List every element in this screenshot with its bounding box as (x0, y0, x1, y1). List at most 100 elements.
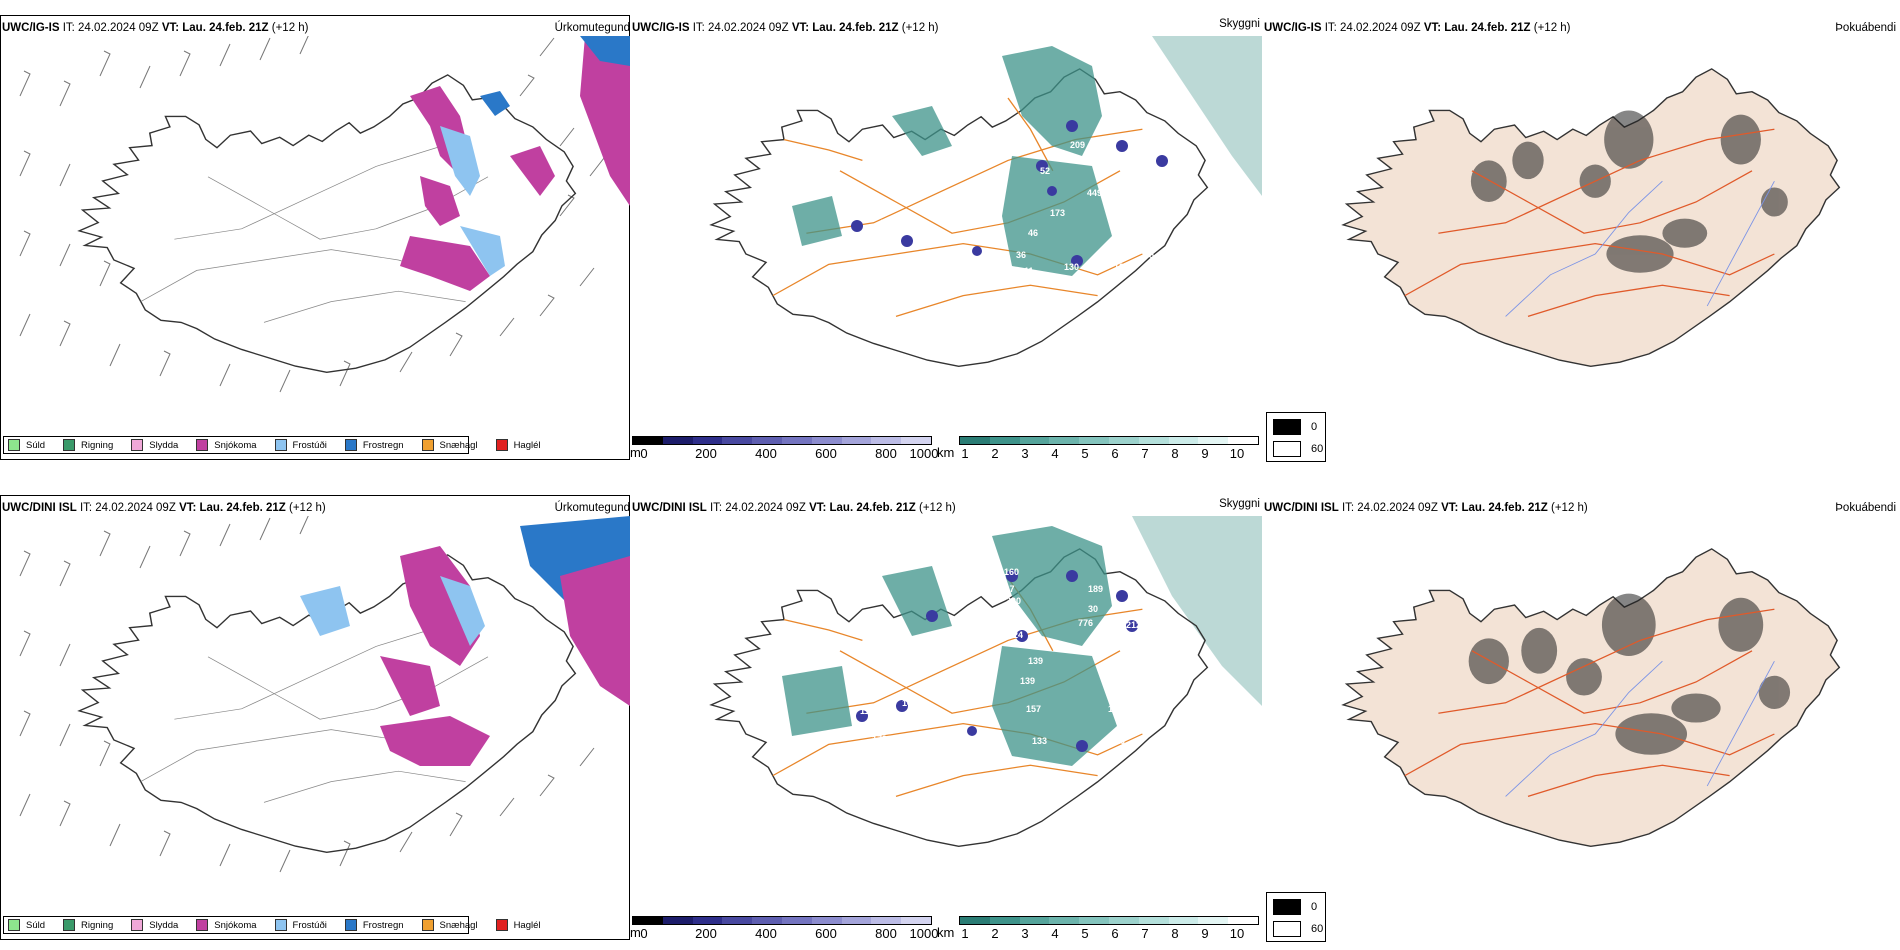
ceiling-label: 212 (1126, 620, 1141, 630)
visibility-tick: 4 (1051, 446, 1059, 461)
ceiling-label: 130 (1064, 262, 1079, 272)
roads (1404, 608, 1775, 797)
ceiling-labels: 209 123 34 35 52 449 173 200 141 46 36 1… (880, 104, 1188, 276)
visibility-map: 209 123 34 35 52 449 173 200 141 46 36 1… (710, 36, 1262, 368)
visibility-tick: 6 (1111, 926, 1119, 941)
ceiling-label: 27 (1120, 580, 1130, 590)
legend-item: Frostregn (344, 439, 404, 451)
precip-areas (400, 36, 630, 291)
fog-min-label: 60 (1311, 923, 1324, 935)
visibility-tick: 5 (1081, 446, 1089, 461)
valid-time: Lau. 24.feb. 21Z (1444, 22, 1531, 34)
ceiling-label: 200 (880, 218, 895, 228)
legend-item: Haglél (495, 439, 541, 451)
ceiling-labels: 160 27 189 30 117 200 64 776 212 124 438… (860, 567, 1188, 746)
ceiling-colorbar (632, 916, 932, 925)
ceiling-tick: 400 (755, 926, 777, 941)
ceiling-label: 33 (1132, 716, 1142, 726)
ceiling-scale: m 0 200 400 600 800 1000 (630, 916, 940, 950)
fog-min-label: 60 (1311, 443, 1324, 455)
precip-areas (300, 516, 630, 766)
panel-title: UWC/IG-IS IT: 24.02.2024 09Z VT: Lau. 24… (2, 22, 309, 34)
ceiling-scale: m 0 200 400 600 800 1000 (630, 436, 940, 470)
legend-label: Rigning (81, 439, 114, 451)
legend-swatch (8, 919, 20, 931)
legend-item: Frostúði (274, 919, 327, 931)
valid-time: Lau. 24.feb. 21Z (182, 22, 269, 34)
field-name: Þokuábendi (1835, 22, 1896, 34)
field-name: Skyggni (1219, 18, 1260, 30)
legend-label: Snæhagl (439, 439, 478, 451)
panel-fog-igis: UWC/IG-IS IT: 24.02.2024 09Z VT: Lau. 24… (1264, 0, 1900, 470)
vt-label: VT: (1441, 502, 1459, 514)
ceiling-tick: 1000 (909, 926, 939, 941)
ceiling-label: 11 (1024, 266, 1034, 276)
precip-map (19, 516, 630, 873)
ceiling-label: 179 (872, 734, 887, 744)
ceiling-label: 52 (1040, 166, 1050, 176)
ceiling-label: 149 (1108, 704, 1123, 714)
ceiling-label: 141 (938, 234, 953, 244)
visibility-unit: km (937, 925, 955, 940)
ceiling-label: 157 (1026, 704, 1041, 714)
init-time: IT: 24.02.2024 09Z (692, 22, 789, 34)
legend-swatch (421, 919, 434, 931)
panel-title: UWC/DINI ISL IT: 24.02.2024 09Z VT: Lau.… (632, 502, 956, 514)
valid-time: Lau. 24.feb. 21Z (1461, 502, 1548, 514)
ceiling-label: 200 (1006, 596, 1021, 606)
panel-visibility-igis: UWC/IG-IS IT: 24.02.2024 09Z VT: Lau. 24… (630, 0, 1262, 470)
ceiling-label: 123 (1110, 104, 1125, 114)
valid-time: Lau. 24.feb. 21Z (829, 502, 916, 514)
model-name: UWC/DINI ISL (2, 502, 77, 514)
legend-item: Snæhagl (421, 919, 478, 931)
field-name: Þokuábendi (1835, 502, 1896, 514)
visibility-tick: 2 (991, 926, 999, 941)
ceiling-label: 166 (1112, 240, 1127, 250)
lead-time: (+12 h) (289, 502, 326, 514)
fog-min-swatch (1273, 921, 1301, 937)
map-frame (0, 495, 630, 940)
ceiling-label: 139 (1028, 656, 1043, 666)
ceiling-label: 64 (1142, 602, 1152, 612)
field-name: Úrkomutegund (554, 22, 630, 34)
legend-swatch (344, 919, 357, 931)
ceiling-tick: 400 (755, 446, 777, 461)
fog-patches (1468, 593, 1791, 755)
legend-swatch (63, 919, 76, 931)
visibility-areas (792, 46, 1112, 276)
lead-time: (+12 h) (1533, 22, 1571, 34)
legend-item: Snjókoma (196, 919, 257, 931)
ceiling-label: 189 (1088, 584, 1103, 594)
visibility-tick: 1 (961, 446, 969, 461)
field-name: Skyggni (1219, 498, 1260, 510)
ceiling-tick: 200 (695, 926, 717, 941)
ceiling-label: 115 (860, 706, 875, 716)
legend-swatch (131, 439, 144, 451)
model-name: UWC/IG-IS (2, 22, 60, 34)
legend-item: Rigning (63, 439, 113, 451)
model-name: UWC/DINI ISL (632, 502, 707, 514)
legend-label: Frostúði (292, 439, 327, 451)
legend-label: Súld (26, 439, 46, 451)
panel-precip-type-igis: UWC/IG-IS IT: 24.02.2024 09Z VT: Lau. 24… (0, 0, 630, 470)
ceiling-label: 120 (1110, 736, 1125, 746)
legend-swatch (63, 439, 76, 451)
legend-label: Haglél (513, 919, 541, 931)
legend-swatch (274, 919, 287, 931)
init-time: IT: 24.02.2024 09Z (1341, 502, 1438, 514)
valid-time: Lau. 24.feb. 21Z (199, 502, 286, 514)
fog-min-swatch (1273, 441, 1301, 457)
legend-item: Snæhagl (421, 439, 478, 451)
ceiling-unit: m (630, 925, 641, 940)
ceiling-tick: 200 (695, 446, 717, 461)
rivers (1505, 180, 1775, 317)
init-time: IT: 24.02.2024 09Z (62, 22, 159, 34)
ceiling-label: 776 (1078, 618, 1093, 628)
visibility-tick: 3 (1021, 926, 1029, 941)
legend-swatch (8, 439, 20, 451)
legend-label: Frostregn (362, 919, 404, 931)
fog-max-label: 0 (1311, 421, 1318, 433)
visibility-tick: 9 (1201, 446, 1209, 461)
field-name: Úrkomutegund (554, 502, 630, 514)
model-name: UWC/DINI ISL (1264, 502, 1339, 514)
